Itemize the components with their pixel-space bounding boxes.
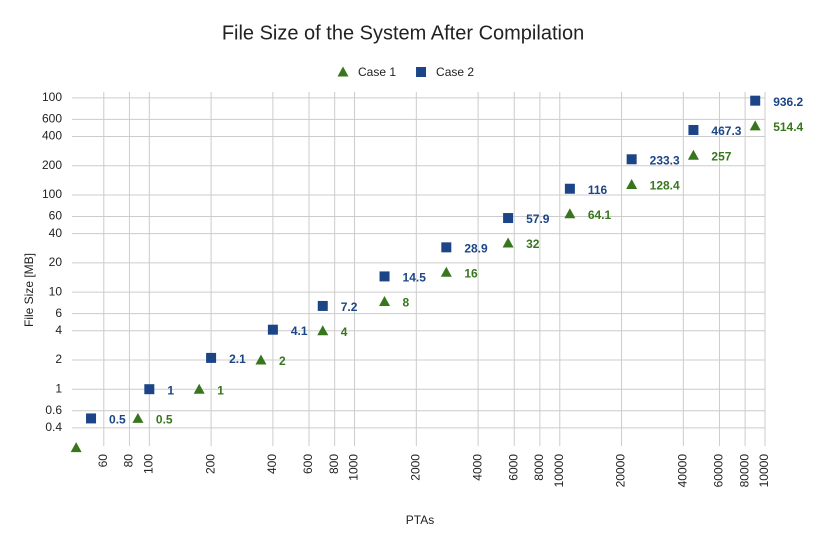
data-label: 257 (711, 149, 731, 163)
y-tick-label: 40 (49, 226, 63, 240)
data-label: 4 (341, 325, 348, 339)
y-tick-label: 100 (42, 187, 62, 201)
data-label: 128.4 (650, 179, 680, 193)
data-point (317, 300, 328, 311)
data-point (688, 124, 699, 135)
x-tick-label: 8000 (532, 454, 546, 481)
data-label: 2 (279, 354, 286, 368)
data-label: 0.5 (109, 413, 126, 427)
y-tick-label: 6 (55, 306, 62, 320)
data-point (564, 208, 576, 219)
x-tick-label: 4000 (470, 454, 484, 481)
y-tick-label: 100 (42, 90, 62, 104)
data-label: 14.5 (403, 271, 427, 285)
x-tick-label: 10000 (552, 454, 566, 488)
y-tick-label: 200 (42, 158, 62, 172)
x-tick-label: 800 (327, 454, 341, 474)
x-tick-label: 60 (96, 454, 110, 468)
x-tick-label: 80000 (737, 454, 751, 488)
x-tick-label: 40000 (676, 454, 690, 488)
x-tick-label: 200 (203, 454, 217, 474)
y-tick-label: 10 (49, 284, 63, 298)
y-tick-label: 4 (55, 323, 62, 337)
data-point (626, 178, 638, 189)
y-tick-label: 60 (49, 209, 63, 223)
data-label: 28.9 (464, 242, 488, 256)
x-tick-label: 80 (122, 454, 136, 468)
data-label: 8 (403, 296, 410, 310)
data-point (144, 384, 155, 395)
x-tick-label: 20000 (614, 454, 628, 488)
data-point (502, 237, 514, 248)
chart-title: File Size of the System After Compilatio… (222, 22, 584, 44)
x-tick-label: 60000 (712, 454, 726, 488)
data-label: 0.5 (156, 413, 173, 427)
data-point (750, 95, 761, 106)
data-label: 16 (464, 266, 478, 280)
x-tick-label: 6000 (506, 454, 520, 481)
data-point (267, 324, 278, 335)
x-tick-label: 400 (265, 454, 279, 474)
x-axis-label: PTAs (406, 513, 434, 527)
y-axis-label: File Size [MB] (22, 253, 36, 327)
data-point (86, 413, 97, 424)
data-label: 4.1 (291, 324, 308, 338)
data-label: 7.2 (341, 300, 358, 314)
data-label: 116 (588, 183, 608, 197)
y-tick-label: 20 (49, 255, 63, 269)
data-label: 32 (526, 237, 540, 251)
data-label: 64.1 (588, 208, 612, 222)
legend-label: Case 1 (358, 65, 396, 79)
data-label: 233.3 (650, 153, 680, 167)
data-point (564, 183, 575, 194)
y-tick-label: 600 (42, 112, 62, 126)
x-tick-label: 2000 (408, 454, 422, 481)
data-point (132, 412, 144, 423)
x-tick-label: 600 (301, 454, 315, 474)
data-label: 1 (167, 383, 174, 397)
legend-marker (337, 66, 349, 77)
data-point (206, 352, 217, 363)
legend-marker (416, 67, 427, 77)
x-tick-label: 10000 (757, 454, 771, 488)
data-point (749, 120, 761, 131)
y-tick-label: 1 (55, 381, 62, 395)
data-point (317, 325, 329, 336)
data-point (379, 296, 391, 307)
x-tick-label: 100 (141, 454, 155, 474)
data-point (503, 213, 514, 224)
y-tick-label: 0.4 (45, 420, 62, 434)
data-label: 467.3 (711, 124, 741, 138)
data-point (440, 266, 452, 277)
y-tick-label: 2 (55, 352, 62, 366)
y-tick-label: 0.6 (45, 403, 62, 417)
data-label: 1 (217, 383, 224, 397)
data-point (255, 354, 267, 365)
data-point (441, 242, 452, 253)
data-point (70, 442, 82, 453)
data-label: 57.9 (526, 212, 550, 226)
y-tick-label: 400 (42, 129, 62, 143)
data-point (626, 154, 637, 165)
legend-label: Case 2 (436, 65, 474, 79)
data-point (193, 383, 205, 394)
data-label: 514.4 (773, 120, 803, 134)
data-label: 936.2 (773, 95, 803, 109)
data-point (687, 149, 699, 160)
x-tick-label: 1000 (347, 454, 361, 481)
data-label: 2.1 (229, 352, 246, 366)
data-point (379, 271, 390, 282)
